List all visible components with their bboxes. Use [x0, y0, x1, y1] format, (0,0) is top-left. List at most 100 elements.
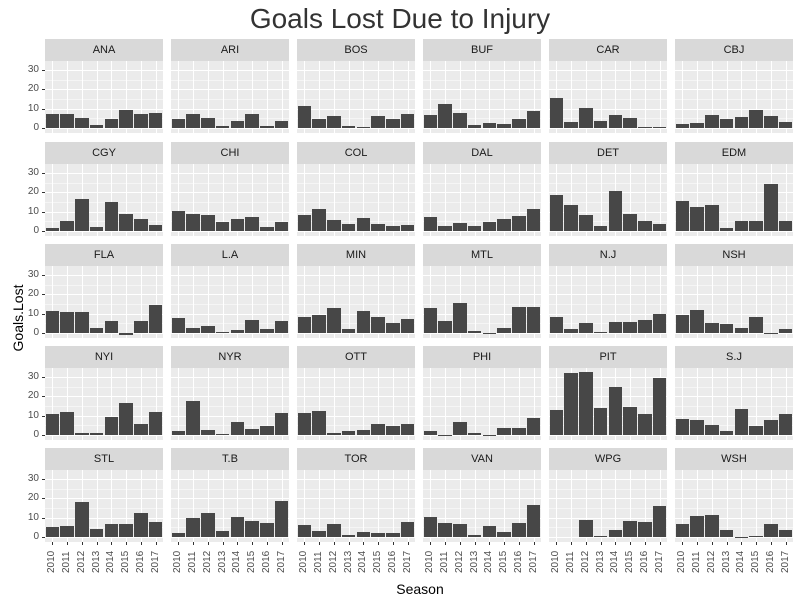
- x-axis-label: Season: [396, 581, 444, 597]
- bar: [749, 221, 763, 231]
- x-tick-label: 2016: [638, 550, 650, 573]
- facet-panel-tor: TOR: [297, 448, 415, 542]
- facet-strip-label: STL: [45, 448, 163, 470]
- bar: [734, 409, 748, 435]
- facet-panel-nj: N.J: [549, 244, 667, 338]
- bar: [215, 434, 230, 436]
- bar: [341, 535, 356, 537]
- bar: [89, 328, 104, 333]
- bar: [119, 403, 133, 435]
- facet-panel-dal: DAL: [423, 142, 541, 236]
- x-tick-label: 2013: [468, 550, 480, 573]
- bar: [526, 307, 541, 333]
- bar: [186, 517, 200, 537]
- bar: [675, 201, 689, 231]
- x-tick-label: 2013: [90, 550, 102, 573]
- bar: [526, 111, 541, 128]
- bar: [705, 205, 719, 231]
- x-tick-label: 2010: [172, 550, 184, 573]
- bar: [719, 324, 734, 333]
- bar: [297, 413, 311, 435]
- bar: [201, 512, 215, 537]
- bar: [638, 126, 652, 128]
- facet-strip-label: WPG: [549, 448, 667, 470]
- bar: [690, 515, 704, 537]
- bar: [45, 228, 59, 231]
- plot-area: [45, 61, 163, 133]
- bar: [497, 428, 511, 435]
- bar: [297, 215, 311, 231]
- bar: [608, 322, 622, 333]
- bar: [60, 412, 74, 435]
- bar: [638, 320, 652, 333]
- x-tick-label: 2011: [313, 551, 325, 573]
- x-tick-label: 2012: [201, 550, 213, 573]
- plot-area: [45, 164, 163, 236]
- facet-panel-la: L.A: [171, 244, 289, 338]
- bar: [467, 124, 482, 128]
- bar: [400, 113, 415, 128]
- bar: [400, 521, 415, 537]
- y-tick-label: 30: [27, 269, 39, 281]
- bar: [593, 120, 608, 128]
- bar: [453, 422, 467, 435]
- facet-strip-label: WSH: [675, 448, 793, 470]
- facet-strip-label: COL: [297, 142, 415, 164]
- bar: [386, 119, 400, 128]
- bar: [497, 123, 511, 128]
- bar: [690, 310, 704, 333]
- facet-panel-stl: STL: [45, 448, 163, 542]
- bar: [482, 332, 496, 334]
- facet-strip-label: BOS: [297, 39, 415, 61]
- plot-area: [171, 368, 289, 440]
- bar: [230, 516, 244, 537]
- facet-panel-wsh: WSH: [675, 448, 793, 542]
- bar: [652, 127, 667, 129]
- y-tick-label: 20: [27, 288, 39, 300]
- bar: [171, 431, 185, 435]
- y-tick-label: 0: [33, 530, 39, 542]
- facet-strip-label: CGY: [45, 142, 163, 164]
- bar: [579, 323, 593, 333]
- facet-panel-buf: BUF: [423, 39, 541, 133]
- plot-area: [423, 266, 541, 338]
- x-tick-label: 2017: [275, 550, 287, 573]
- bar: [75, 117, 89, 128]
- facet-strip-label: DAL: [423, 142, 541, 164]
- bar: [526, 209, 541, 231]
- bar: [134, 321, 148, 333]
- bar: [608, 191, 622, 231]
- bar: [89, 124, 104, 128]
- x-tick-label: 2016: [512, 550, 524, 573]
- bar: [75, 312, 89, 333]
- bar: [45, 526, 59, 537]
- bar: [778, 530, 793, 537]
- plot-area: [423, 470, 541, 542]
- bar: [623, 214, 637, 231]
- x-tick-label: 2017: [779, 550, 791, 573]
- bar: [549, 195, 563, 231]
- x-tick-label: 2015: [624, 550, 636, 573]
- bar: [690, 420, 704, 435]
- bar: [104, 118, 118, 128]
- bar: [623, 322, 637, 333]
- facet-strip-label: MTL: [423, 244, 541, 266]
- bar: [201, 326, 215, 333]
- bar: [593, 408, 608, 435]
- bar: [623, 117, 637, 128]
- x-tick-label: 2017: [653, 550, 665, 573]
- bar: [171, 318, 185, 333]
- bar: [186, 114, 200, 128]
- bar: [230, 330, 244, 333]
- facet-panel-wpg: WPG: [549, 448, 667, 542]
- bar: [675, 315, 689, 333]
- x-tick-label: 2017: [149, 550, 161, 573]
- facet-strip-label: MIN: [297, 244, 415, 266]
- bar: [134, 219, 148, 231]
- x-tick-label: 2015: [498, 550, 510, 573]
- x-tick-label: 2012: [705, 550, 717, 573]
- bar: [371, 317, 385, 333]
- y-tick-label: 30: [27, 371, 39, 383]
- bar: [119, 523, 133, 537]
- facet-strip-label: EDM: [675, 142, 793, 164]
